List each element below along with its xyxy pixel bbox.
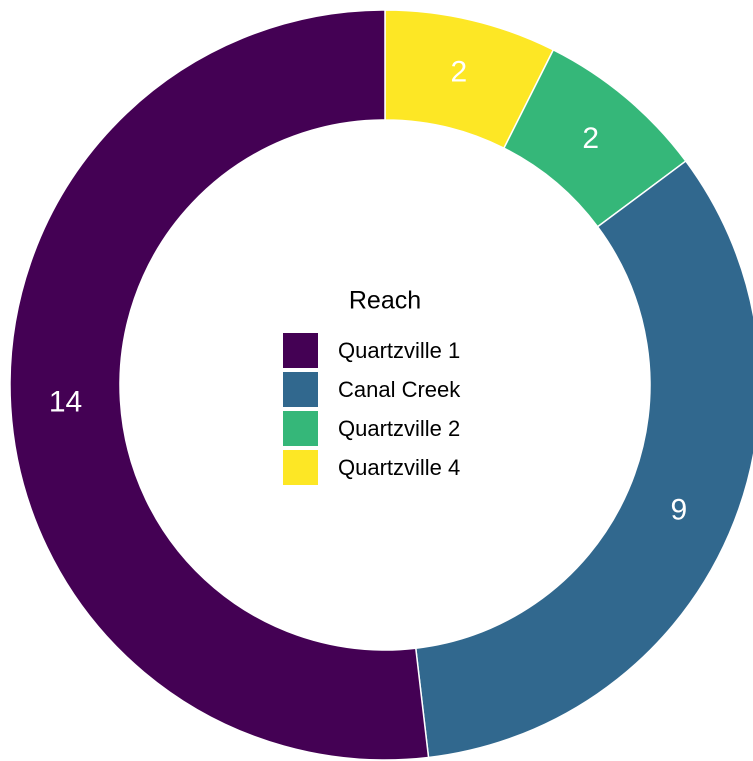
legend-key — [283, 450, 318, 485]
legend-key — [283, 333, 318, 368]
slice-label: 2 — [450, 56, 467, 89]
slice-label: 14 — [49, 386, 82, 419]
slice-label: 9 — [670, 494, 687, 527]
legend-key — [283, 411, 318, 446]
slice — [9, 9, 430, 761]
slice — [414, 160, 753, 759]
legend-label: Quartzville 1 — [338, 338, 460, 363]
legend-label: Canal Creek — [338, 377, 461, 402]
slice-label: 2 — [582, 122, 599, 155]
legend-title: Reach — [349, 287, 421, 315]
legend-key — [283, 372, 318, 407]
legend-label: Quartzville 4 — [338, 455, 460, 480]
legend-label: Quartzville 2 — [338, 416, 460, 441]
